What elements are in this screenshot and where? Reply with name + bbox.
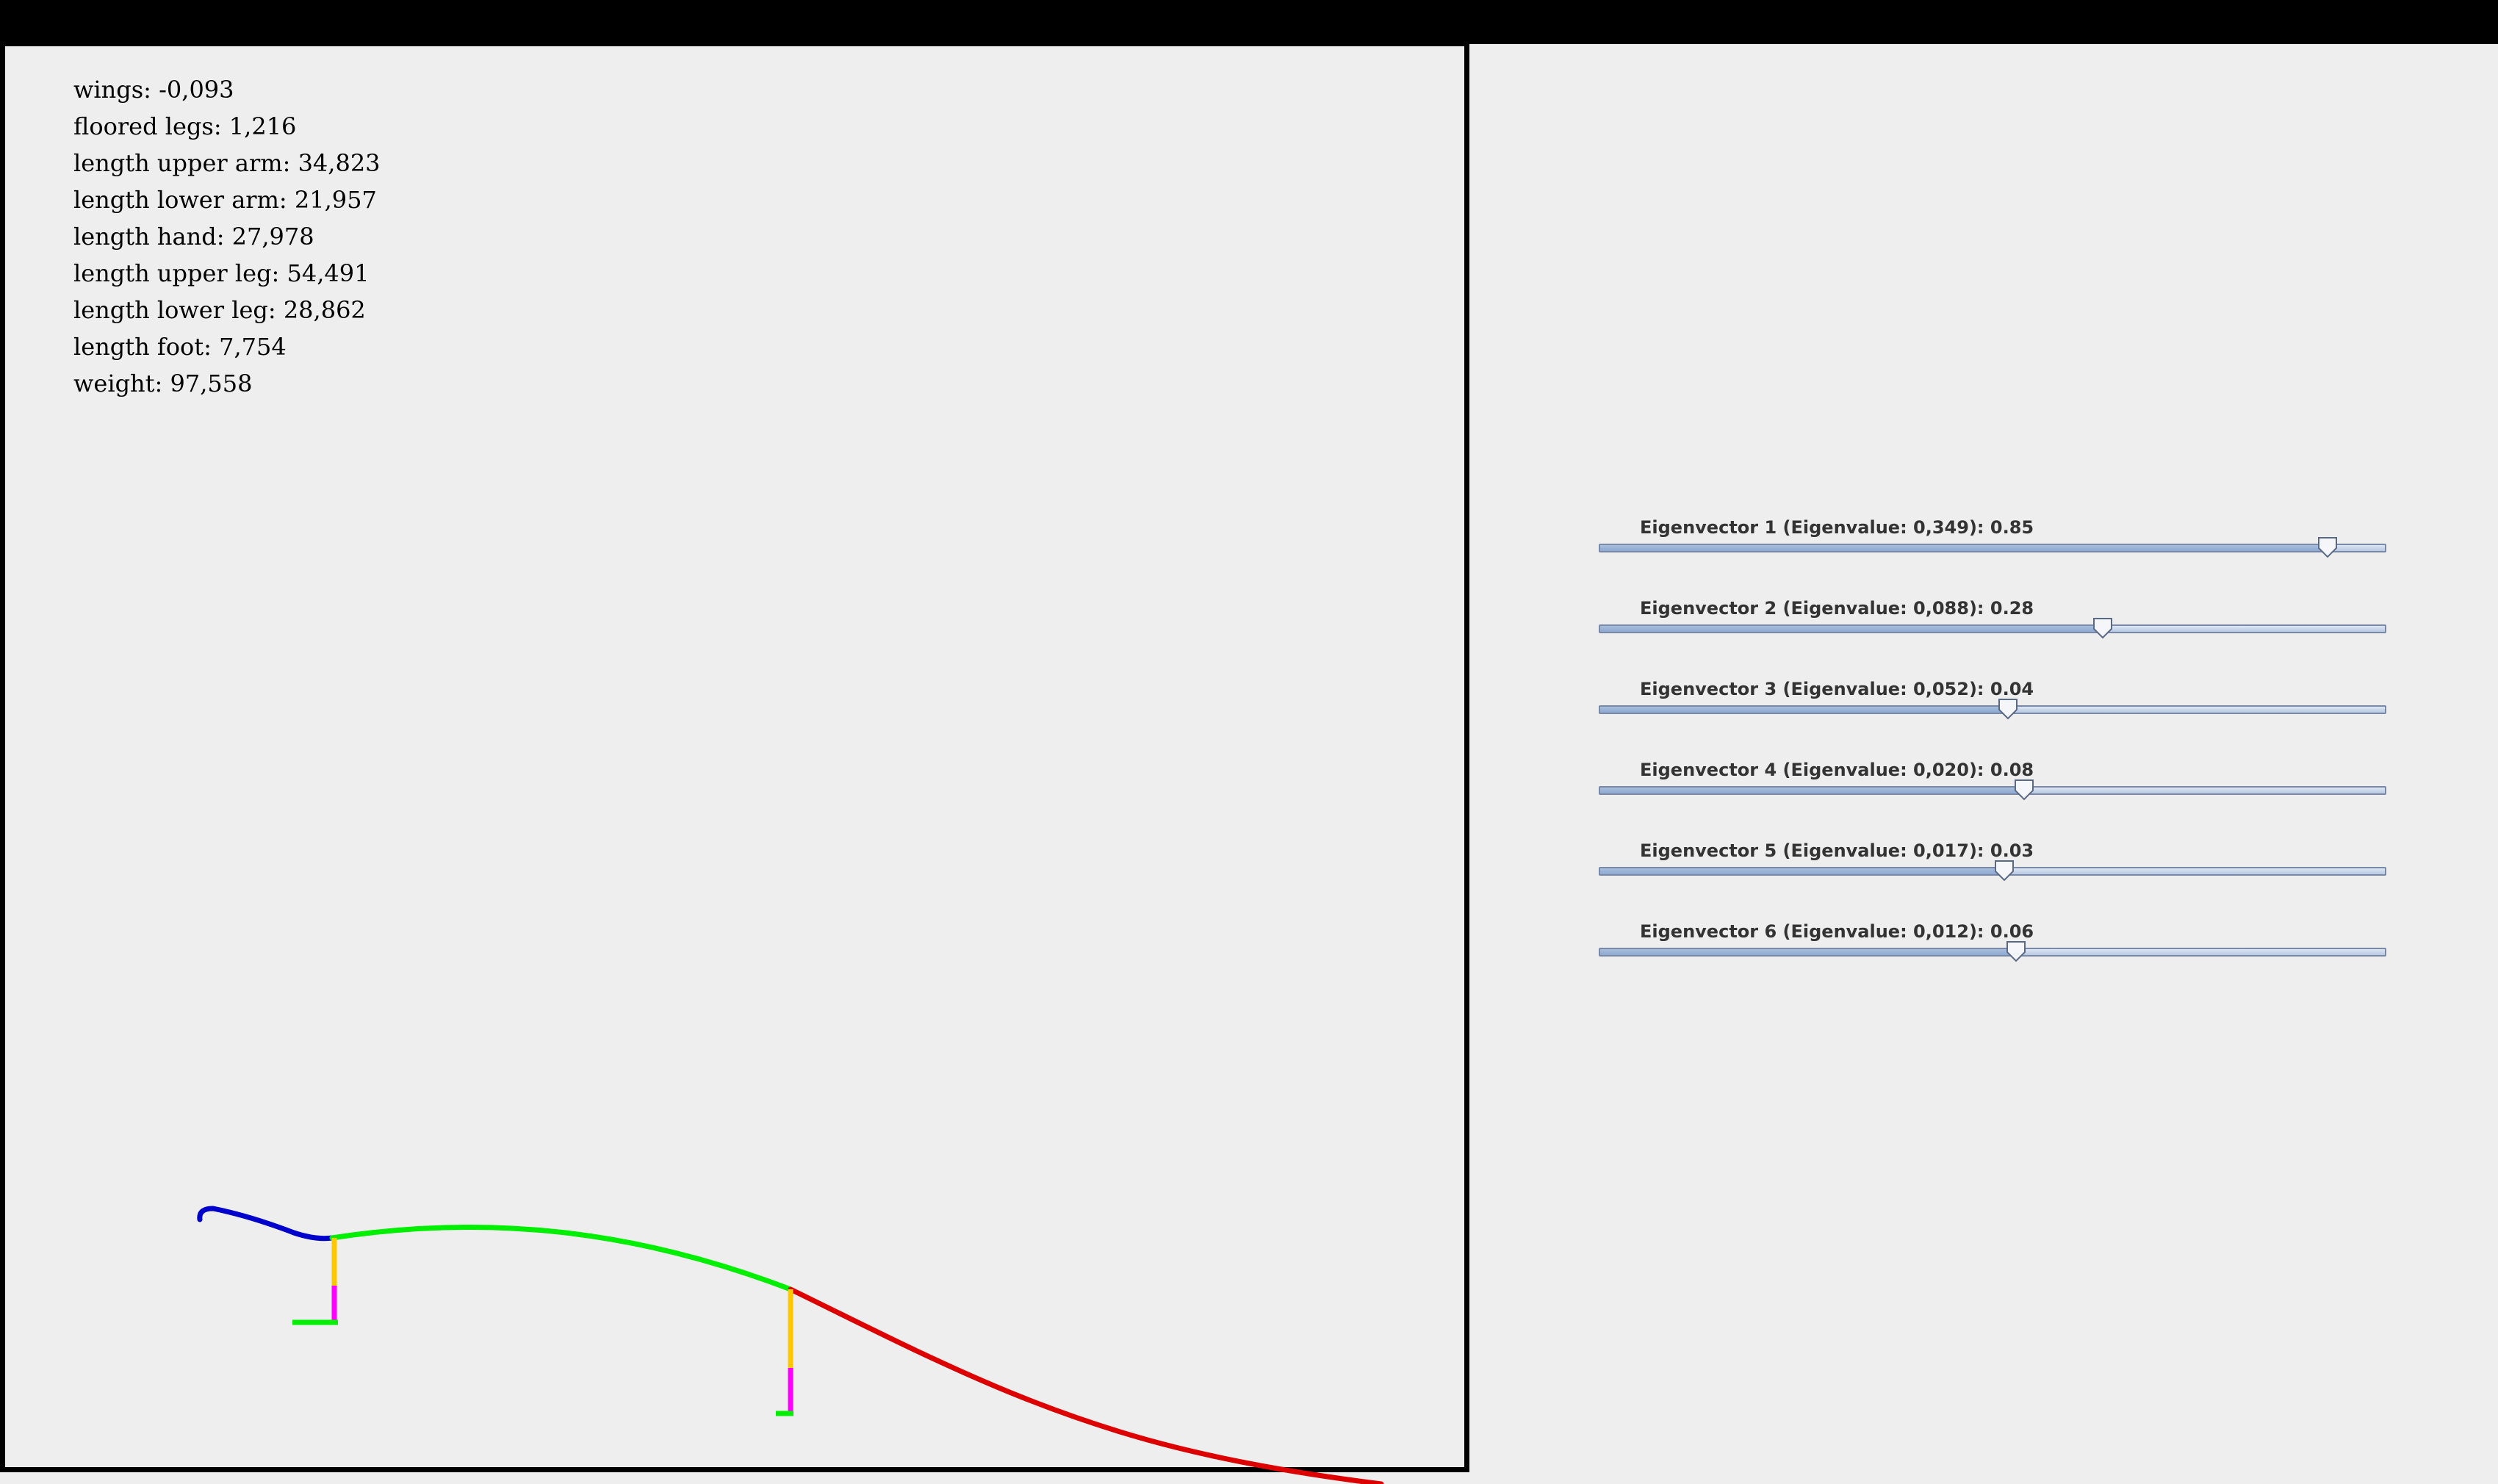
- slider-label: Eigenvector 4 (Eigenvalue: 0,020): 0.08: [1640, 760, 2034, 780]
- slider-thumb[interactable]: [2092, 617, 2113, 639]
- slider-track[interactable]: [1599, 705, 2386, 714]
- slider-thumb[interactable]: [1994, 860, 2015, 882]
- slider-track[interactable]: [1599, 544, 2386, 552]
- slider-fill: [1600, 949, 2018, 955]
- slider-fill: [1600, 626, 2105, 632]
- slider-fill: [1600, 788, 2026, 793]
- slider-thumb[interactable]: [1998, 698, 2018, 720]
- stat-length-upper-arm: length upper arm: 34,823: [73, 149, 381, 177]
- stat-length-lower-arm: length lower arm: 21,957: [73, 186, 377, 214]
- slider-label: Eigenvector 1 (Eigenvalue: 0,349): 0.85: [1640, 517, 2034, 538]
- eigenvector-slider-2[interactable]: Eigenvector 2 (Eigenvalue: 0,088): 0.28: [1599, 598, 2386, 657]
- slider-fill: [1600, 868, 2006, 874]
- slider-label: Eigenvector 5 (Eigenvalue: 0,017): 0.03: [1640, 840, 2034, 861]
- eigenvector-slider-6[interactable]: Eigenvector 6 (Eigenvalue: 0,012): 0.06: [1599, 921, 2386, 980]
- slider-thumb[interactable]: [2006, 940, 2026, 962]
- slider-label: Eigenvector 3 (Eigenvalue: 0,052): 0.04: [1640, 679, 2034, 699]
- slider-thumb[interactable]: [2014, 779, 2034, 801]
- slider-track[interactable]: [1599, 948, 2386, 957]
- eigenvector-slider-5[interactable]: Eigenvector 5 (Eigenvalue: 0,017): 0.03: [1599, 840, 2386, 899]
- stat-floored-legs: floored legs: 1,216: [73, 112, 297, 140]
- stat-length-upper-leg: length upper leg: 54,491: [73, 259, 370, 287]
- stat-wings: wings: -0,093: [73, 76, 234, 104]
- slider-track[interactable]: [1599, 867, 2386, 876]
- stat-length-lower-leg: length lower leg: 28,862: [73, 296, 366, 324]
- slider-label: Eigenvector 6 (Eigenvalue: 0,012): 0.06: [1640, 921, 2034, 942]
- title-bar: [0, 0, 2498, 44]
- slider-track[interactable]: [1599, 624, 2386, 633]
- slider-track[interactable]: [1599, 786, 2386, 795]
- stat-length-foot: length foot: 7,754: [73, 333, 287, 361]
- slider-fill: [1600, 707, 2010, 713]
- stat-length-hand: length hand: 27,978: [73, 223, 314, 251]
- slider-thumb[interactable]: [2317, 536, 2338, 558]
- slider-label: Eigenvector 2 (Eigenvalue: 0,088): 0.28: [1640, 598, 2034, 619]
- stat-weight: weight: 97,558: [73, 370, 253, 397]
- stats-list: wings: -0,093 floored legs: 1,216 length…: [73, 71, 381, 402]
- eigenvector-slider-1[interactable]: Eigenvector 1 (Eigenvalue: 0,349): 0.85: [1599, 517, 2386, 576]
- slider-fill: [1600, 545, 2329, 551]
- eigenvector-slider-4[interactable]: Eigenvector 4 (Eigenvalue: 0,020): 0.08: [1599, 760, 2386, 818]
- eigenvector-slider-3[interactable]: Eigenvector 3 (Eigenvalue: 0,052): 0.04: [1599, 679, 2386, 738]
